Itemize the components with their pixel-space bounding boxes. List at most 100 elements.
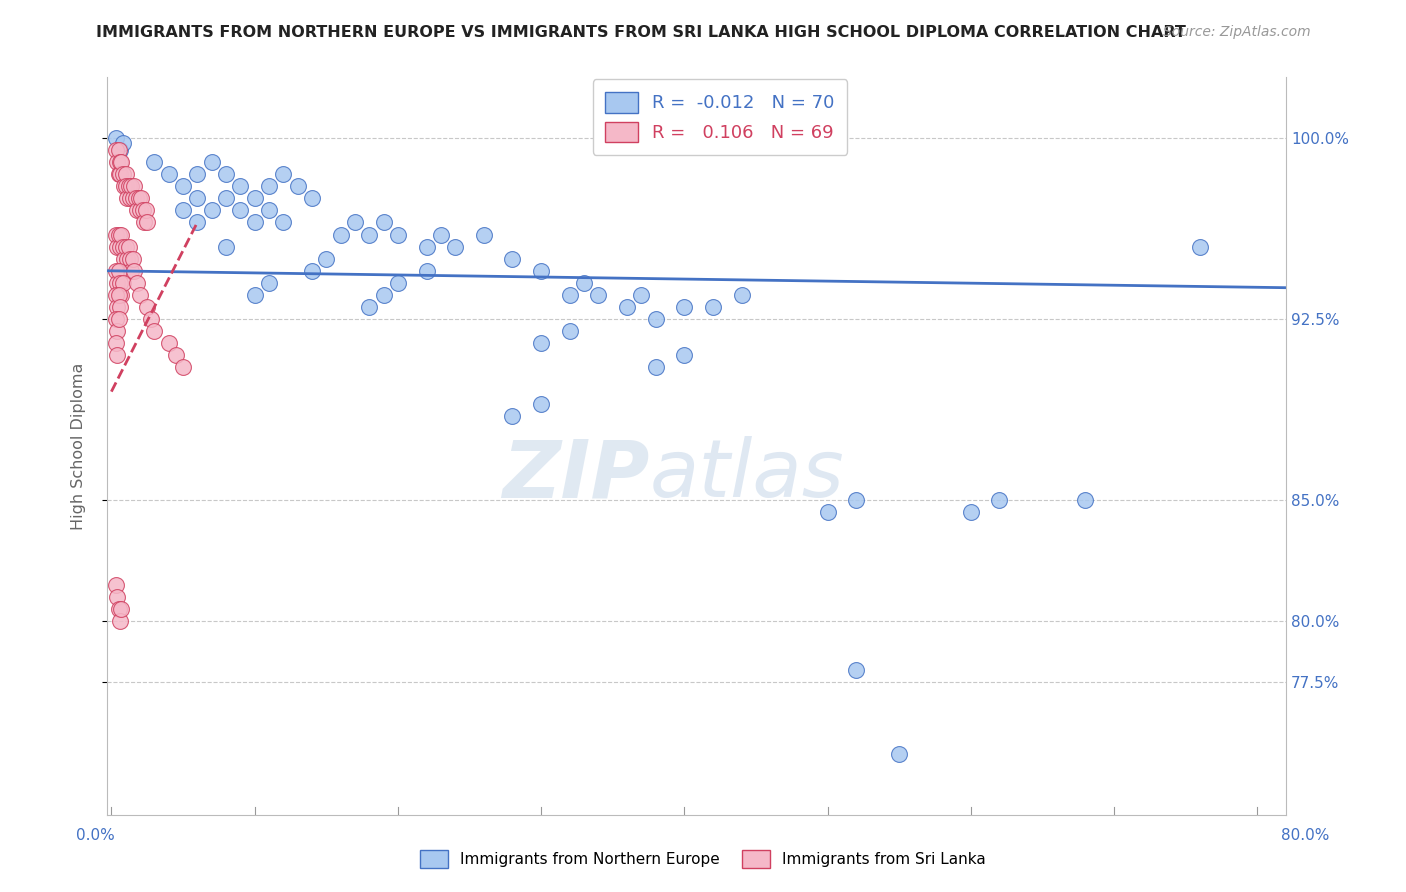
Point <box>104 578 127 592</box>
Point <box>257 179 280 194</box>
Point <box>257 203 280 218</box>
Point <box>530 336 553 351</box>
Point <box>373 288 395 302</box>
Point <box>114 167 136 181</box>
Point <box>110 155 132 169</box>
Point <box>118 191 141 205</box>
Point <box>501 409 523 423</box>
Point <box>112 252 135 266</box>
Point <box>129 288 152 302</box>
Point <box>117 179 139 194</box>
Point <box>1188 239 1211 253</box>
Point <box>530 397 553 411</box>
Point <box>243 288 266 302</box>
Point <box>444 239 467 253</box>
Point <box>124 264 146 278</box>
Point <box>111 136 134 150</box>
Point <box>644 312 666 326</box>
Text: Source: ZipAtlas.com: Source: ZipAtlas.com <box>1163 25 1310 39</box>
Point <box>108 155 131 169</box>
Point <box>215 167 238 181</box>
Point <box>128 191 150 205</box>
Point <box>108 276 131 290</box>
Point <box>301 191 323 205</box>
Point <box>104 227 127 242</box>
Point <box>702 300 724 314</box>
Y-axis label: High School Diploma: High School Diploma <box>72 362 86 530</box>
Point <box>271 215 294 229</box>
Point <box>472 227 495 242</box>
Point <box>120 264 142 278</box>
Point <box>112 179 135 194</box>
Point <box>104 336 127 351</box>
Point <box>115 252 138 266</box>
Point <box>530 264 553 278</box>
Point <box>115 191 138 205</box>
Point <box>107 602 129 616</box>
Point <box>172 179 194 194</box>
Point <box>157 167 180 181</box>
Legend: Immigrants from Northern Europe, Immigrants from Sri Lanka: Immigrants from Northern Europe, Immigra… <box>412 843 994 875</box>
Point <box>131 191 153 205</box>
Point <box>135 203 157 218</box>
Point <box>588 288 610 302</box>
Point <box>136 215 159 229</box>
Point <box>817 506 839 520</box>
Point <box>107 312 129 326</box>
Point <box>215 239 238 253</box>
Point <box>329 227 352 242</box>
Point <box>343 215 366 229</box>
Point <box>644 360 666 375</box>
Point <box>118 252 141 266</box>
Point <box>107 288 129 302</box>
Point <box>229 179 252 194</box>
Point <box>889 747 911 761</box>
Point <box>287 179 309 194</box>
Point <box>108 614 131 628</box>
Point <box>104 143 127 157</box>
Point <box>110 227 132 242</box>
Point <box>201 203 224 218</box>
Point <box>134 215 156 229</box>
Legend: R =  -0.012   N = 70, R =   0.106   N = 69: R = -0.012 N = 70, R = 0.106 N = 69 <box>593 79 848 155</box>
Point <box>105 300 128 314</box>
Point <box>373 215 395 229</box>
Point <box>107 264 129 278</box>
Text: atlas: atlas <box>650 436 844 515</box>
Point <box>558 288 581 302</box>
Point <box>201 155 224 169</box>
Point <box>243 191 266 205</box>
Point <box>104 264 127 278</box>
Point <box>127 276 149 290</box>
Point <box>111 276 134 290</box>
Point <box>387 276 409 290</box>
Point <box>172 360 194 375</box>
Point <box>673 348 696 362</box>
Point <box>1074 493 1097 508</box>
Point <box>108 239 131 253</box>
Point <box>301 264 323 278</box>
Point <box>359 300 381 314</box>
Point <box>501 252 523 266</box>
Point <box>359 227 381 242</box>
Point <box>271 167 294 181</box>
Point <box>105 348 128 362</box>
Point <box>172 203 194 218</box>
Point <box>141 312 163 326</box>
Point <box>215 191 238 205</box>
Point <box>315 252 337 266</box>
Point <box>387 227 409 242</box>
Point <box>558 324 581 338</box>
Point <box>104 131 127 145</box>
Point <box>136 300 159 314</box>
Point <box>104 312 127 326</box>
Point <box>845 493 868 508</box>
Point <box>108 167 131 181</box>
Point <box>105 276 128 290</box>
Text: ZIP: ZIP <box>502 436 650 515</box>
Point <box>121 252 143 266</box>
Point <box>105 324 128 338</box>
Point <box>430 227 453 242</box>
Point <box>120 179 142 194</box>
Point <box>107 227 129 242</box>
